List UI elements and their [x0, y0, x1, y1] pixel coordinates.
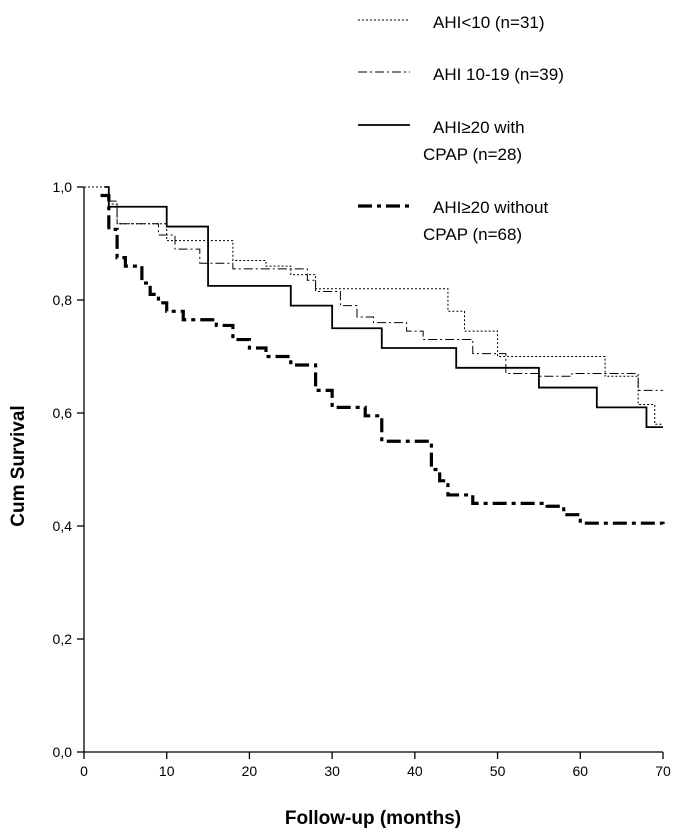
chart-series [84, 186, 665, 526]
y-tick-label: 0,8 [53, 292, 73, 308]
y-axis-title: Cum Survival [8, 405, 29, 526]
legend-label: CPAP (n=28) [423, 145, 522, 164]
y-tick-label: 0,2 [53, 631, 73, 647]
series-line-4 [100, 193, 665, 526]
chart-axes: 0,0 0,2 0,4 0,6 0,8 1,0 0 10 20 30 40 50 60 70 [53, 179, 671, 779]
legend-label: CPAP (n=68) [423, 225, 522, 244]
x-tick-label: 60 [572, 763, 588, 779]
x-axis-title: Follow-up (months) [285, 808, 461, 829]
x-tick-label: 20 [242, 763, 258, 779]
series-line-2 [104, 186, 663, 391]
series-line-1 [104, 186, 663, 425]
x-tick-label: 30 [324, 763, 340, 779]
legend-label: AHI<10 (n=31) [433, 13, 545, 32]
chart-legend: AHI<10 (n=31) AHI 10-19 (n=39) AHI≥20 with… [358, 13, 564, 244]
y-tick-label: 0,4 [53, 518, 73, 534]
y-tick-label: 0,6 [53, 405, 73, 421]
x-tick-label: 50 [490, 763, 506, 779]
y-tick-label: 1,0 [53, 179, 73, 195]
legend-label: AHI≥20 with [433, 118, 525, 137]
series-line-3 [104, 186, 663, 429]
legend-label: AHI≥20 without [433, 198, 548, 217]
x-tick-label: 0 [80, 763, 88, 779]
x-tick-label: 70 [655, 763, 671, 779]
legend-label: AHI 10-19 (n=39) [433, 65, 564, 84]
x-tick-label: 10 [159, 763, 175, 779]
x-tick-label: 40 [407, 763, 423, 779]
y-tick-label: 0,0 [53, 744, 73, 760]
